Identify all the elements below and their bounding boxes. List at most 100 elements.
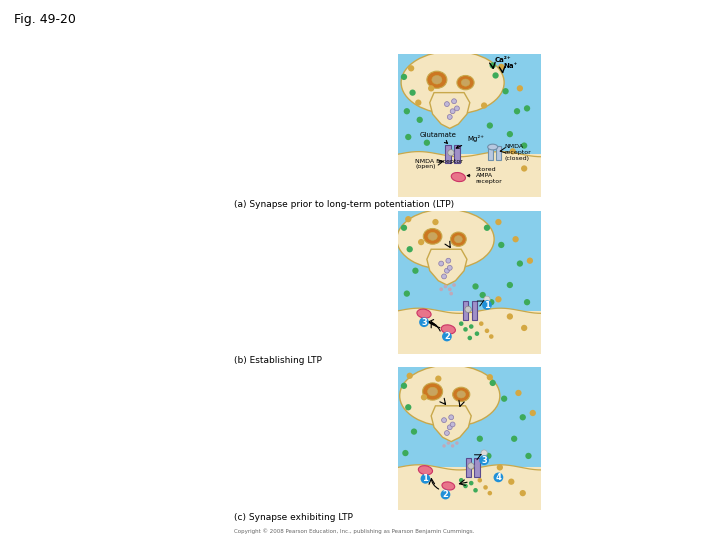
Circle shape (401, 225, 407, 231)
Circle shape (408, 65, 414, 71)
Circle shape (481, 103, 487, 109)
Circle shape (455, 441, 459, 445)
Circle shape (442, 332, 451, 341)
Ellipse shape (454, 235, 462, 243)
Text: Na⁺: Na⁺ (503, 63, 518, 69)
Circle shape (420, 474, 431, 484)
Circle shape (417, 117, 423, 123)
Ellipse shape (417, 309, 431, 318)
Bar (398, 311, 541, 354)
Ellipse shape (428, 387, 438, 396)
Circle shape (477, 478, 482, 483)
Circle shape (524, 299, 530, 305)
Circle shape (469, 324, 474, 329)
Ellipse shape (428, 232, 437, 240)
Circle shape (407, 246, 413, 252)
Circle shape (444, 268, 449, 273)
Circle shape (413, 267, 418, 274)
Ellipse shape (401, 51, 504, 114)
Circle shape (488, 299, 495, 305)
Circle shape (449, 292, 453, 295)
Circle shape (463, 327, 468, 332)
Circle shape (444, 285, 447, 288)
Circle shape (439, 287, 443, 291)
Polygon shape (398, 152, 541, 197)
Circle shape (517, 85, 523, 91)
Circle shape (421, 394, 427, 400)
Circle shape (424, 139, 430, 146)
Text: receptor: receptor (504, 150, 531, 155)
Polygon shape (427, 249, 467, 285)
Circle shape (530, 410, 536, 416)
Ellipse shape (487, 144, 498, 150)
Text: Stored
AMPA
receptor: Stored AMPA receptor (467, 167, 503, 184)
Circle shape (507, 313, 513, 320)
Ellipse shape (400, 365, 500, 427)
Circle shape (410, 90, 415, 96)
Circle shape (490, 380, 496, 386)
Bar (474, 458, 480, 477)
Circle shape (484, 296, 490, 302)
Text: Copyright © 2008 Pearson Education, Inc., publishing as Pearson Benjamin Cumming: Copyright © 2008 Pearson Education, Inc.… (234, 528, 474, 534)
Circle shape (473, 488, 478, 492)
Circle shape (517, 260, 523, 267)
Bar (398, 467, 541, 510)
Circle shape (492, 72, 499, 79)
Polygon shape (430, 93, 470, 129)
Bar (495, 146, 500, 160)
Ellipse shape (451, 232, 467, 246)
Circle shape (449, 415, 454, 420)
Circle shape (438, 261, 444, 266)
Circle shape (467, 336, 472, 340)
Text: Ca²⁺: Ca²⁺ (495, 57, 511, 63)
Text: 3: 3 (421, 318, 427, 327)
Circle shape (465, 306, 471, 313)
Ellipse shape (462, 79, 470, 86)
Circle shape (484, 225, 490, 231)
Circle shape (498, 64, 505, 70)
Circle shape (415, 99, 421, 106)
Circle shape (459, 321, 464, 326)
Circle shape (501, 395, 508, 402)
Bar (463, 301, 468, 320)
Bar (487, 146, 492, 160)
Circle shape (503, 88, 509, 94)
Circle shape (511, 436, 517, 442)
Circle shape (520, 414, 526, 421)
Circle shape (405, 216, 411, 222)
Text: 4: 4 (495, 473, 501, 482)
Circle shape (401, 383, 407, 389)
Circle shape (411, 428, 417, 435)
Circle shape (521, 325, 527, 331)
Ellipse shape (457, 76, 474, 90)
Circle shape (520, 490, 526, 496)
Circle shape (485, 328, 490, 333)
Circle shape (489, 334, 493, 339)
Ellipse shape (423, 228, 442, 244)
Bar (446, 145, 451, 164)
Circle shape (527, 258, 533, 264)
Circle shape (493, 472, 503, 482)
Circle shape (441, 274, 446, 279)
Circle shape (441, 490, 450, 500)
Circle shape (472, 284, 479, 289)
Circle shape (487, 123, 493, 129)
Text: Glutamate: Glutamate (420, 132, 456, 143)
Text: Fig. 49-20: Fig. 49-20 (14, 14, 76, 26)
Bar (466, 458, 471, 477)
Ellipse shape (397, 209, 494, 269)
Circle shape (419, 318, 429, 327)
Circle shape (404, 108, 410, 114)
Circle shape (451, 444, 454, 448)
Ellipse shape (427, 71, 447, 89)
Circle shape (510, 148, 516, 154)
Ellipse shape (423, 383, 443, 400)
Circle shape (487, 374, 493, 380)
Circle shape (447, 425, 452, 430)
Text: 1: 1 (423, 474, 428, 483)
Circle shape (444, 102, 449, 106)
Text: Mg²⁺: Mg²⁺ (456, 136, 484, 148)
Text: 2: 2 (443, 490, 449, 499)
Circle shape (405, 134, 411, 140)
Circle shape (401, 74, 407, 80)
